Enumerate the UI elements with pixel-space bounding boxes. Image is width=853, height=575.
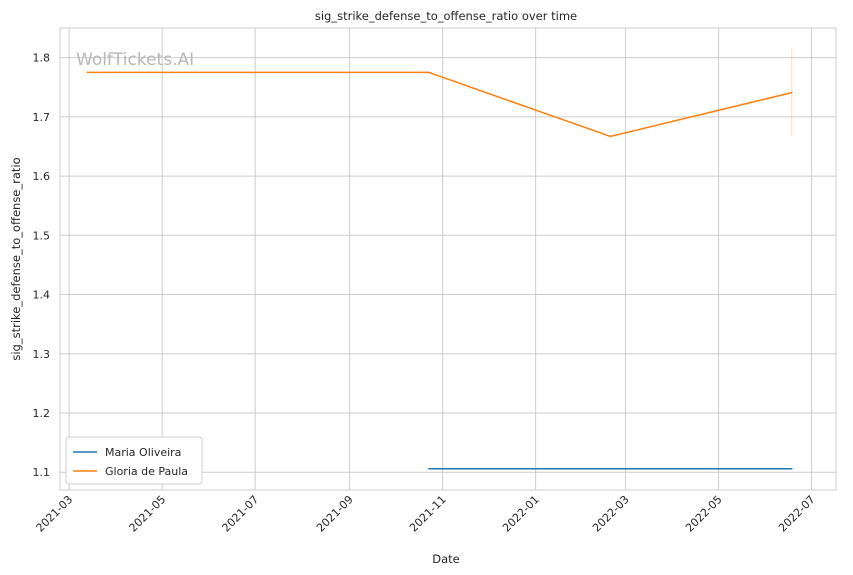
data-point	[428, 467, 430, 470]
y-tick-label: 1.1	[33, 466, 51, 479]
data-point	[790, 467, 793, 470]
legend-label: Gloria de Paula	[105, 465, 188, 478]
y-tick-label: 1.3	[33, 348, 51, 361]
watermark-text: WolfTickets.AI	[76, 50, 194, 70]
y-axis-ticks: 1.1 1.2 1.3 1.4 1.5 1.6 1.7 1.8	[33, 52, 51, 480]
y-tick-label: 1.2	[33, 407, 51, 420]
y-tick-label: 1.7	[33, 111, 51, 124]
grid-lines	[60, 28, 836, 490]
data-point	[790, 91, 793, 94]
plot-area	[59, 27, 837, 491]
series-line-1	[87, 71, 792, 138]
data-point	[86, 71, 89, 74]
legend-box	[65, 436, 203, 485]
data-point	[428, 71, 430, 74]
chart-title: sig_strike_defense_to_offense_ratio over…	[315, 9, 577, 23]
legend-label: Maria Oliveira	[105, 446, 181, 459]
y-tick-label: 1.5	[33, 229, 51, 242]
y-axis-label: sig_strike_defense_to_offense_ratio	[9, 157, 23, 360]
series-group	[86, 71, 793, 470]
data-point	[609, 135, 612, 138]
y-tick-label: 1.8	[33, 52, 51, 65]
y-tick-label: 1.4	[33, 289, 51, 302]
x-axis-label: Date	[432, 552, 460, 566]
legend: Maria Oliveira Gloria de Paula	[65, 436, 203, 485]
y-tick-label: 1.6	[33, 170, 51, 183]
